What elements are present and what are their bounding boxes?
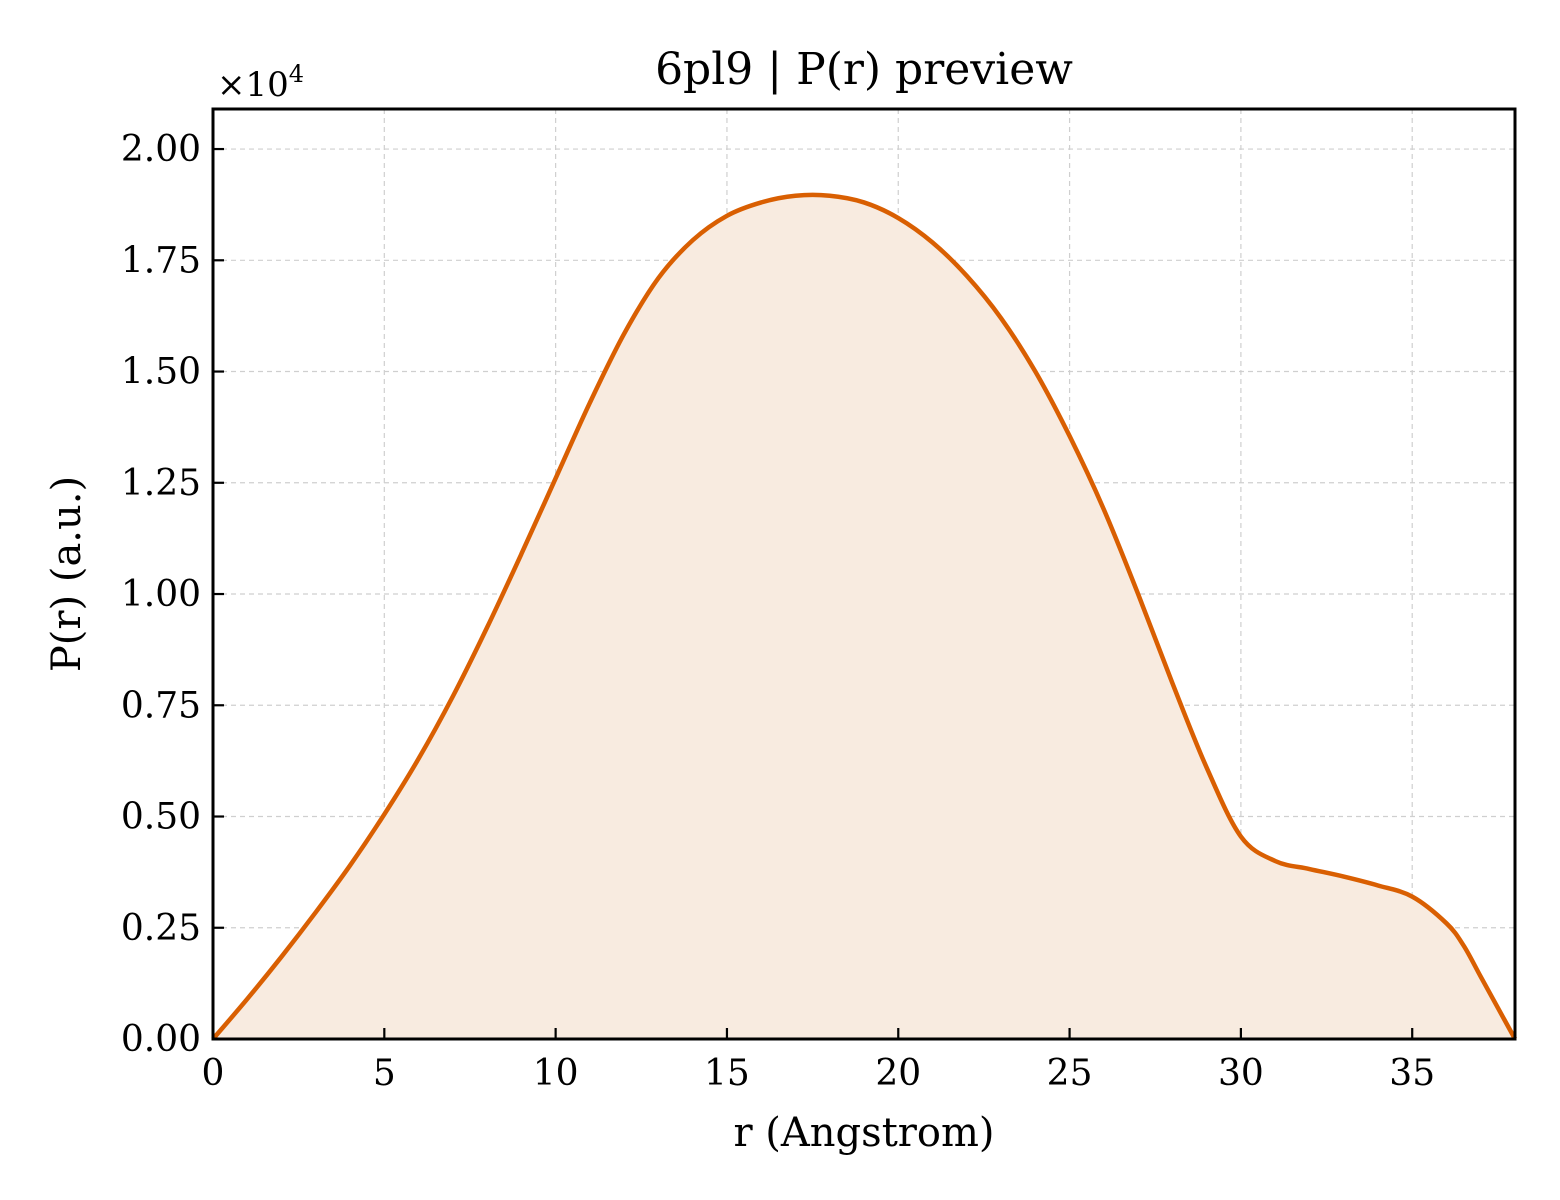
y-tick-label: 0.00 — [121, 1019, 201, 1060]
x-tick-label: 10 — [533, 1053, 579, 1094]
x-axis-label: r (Angstrom) — [733, 1110, 994, 1156]
y-tick-label: 1.00 — [121, 574, 201, 615]
y-offset-label: ×104 — [217, 60, 304, 105]
chart-title: 6pl9 | P(r) preview — [655, 44, 1073, 95]
y-tick-label: 2.00 — [121, 129, 201, 170]
x-tick-label: 5 — [373, 1053, 396, 1094]
y-tick-label: 0.25 — [121, 908, 201, 949]
x-tick-label: 25 — [1047, 1053, 1093, 1094]
y-tick-label: 1.75 — [121, 240, 201, 281]
y-tick-label: 1.50 — [121, 352, 201, 393]
axis-ticks — [211, 147, 1414, 1041]
pr-series-line — [211, 192, 1517, 1041]
x-tick-label: 0 — [202, 1053, 225, 1094]
y-tick-label: 0.50 — [121, 797, 201, 838]
y-offset-exponent: 4 — [289, 60, 304, 88]
x-tick-label: 35 — [1389, 1053, 1435, 1094]
x-tick-label: 20 — [875, 1053, 921, 1094]
plot-frame — [211, 107, 1517, 1041]
x-tick-label: 30 — [1218, 1053, 1264, 1094]
pr-area-fill — [213, 194, 1515, 1039]
y-tick-label: 1.25 — [121, 463, 201, 504]
y-axis-label: P(r) (a.u.) — [44, 476, 90, 672]
x-tick-label: 15 — [704, 1053, 750, 1094]
y-offset-base: ×10 — [217, 65, 289, 105]
y-tick-label: 0.75 — [121, 685, 201, 726]
